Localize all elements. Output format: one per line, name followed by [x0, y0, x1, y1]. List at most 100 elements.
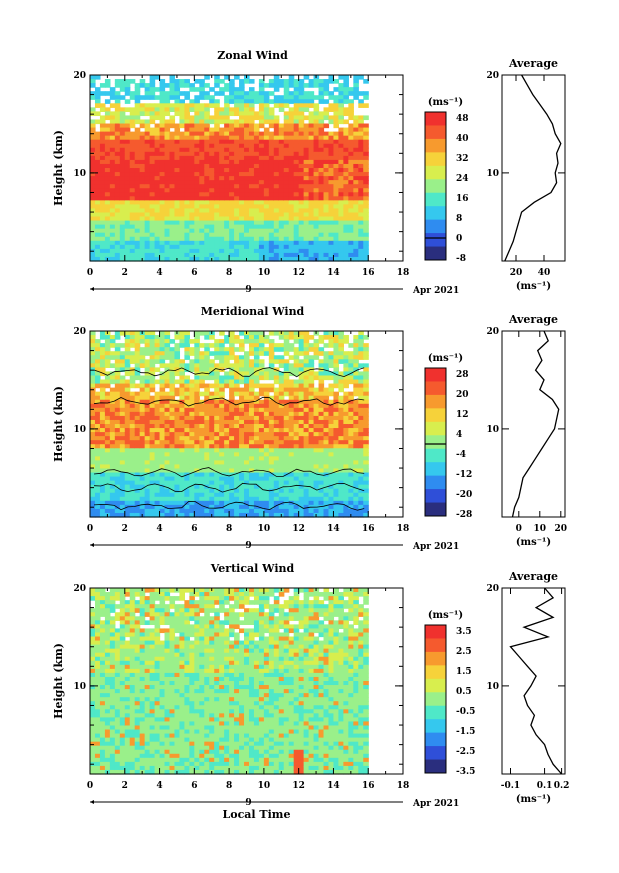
heat-cell: [328, 432, 335, 437]
heat-cell: [204, 172, 210, 177]
heat-cell: [134, 371, 141, 377]
heat-cell: [248, 500, 255, 506]
heat-cell: [189, 212, 195, 218]
heat-cell: [268, 256, 275, 262]
heat-cell: [224, 244, 230, 250]
heat-cell: [244, 440, 250, 445]
heat-cell: [179, 99, 185, 104]
heat-cell: [323, 351, 330, 356]
heat-cell: [273, 196, 280, 201]
heat-cell: [353, 500, 359, 506]
heat-cell: [144, 176, 151, 181]
heat-cell: [194, 111, 200, 117]
heat-cell: [154, 355, 161, 360]
heat-cell: [234, 440, 240, 445]
heat-cell: [119, 87, 126, 92]
heat-cell: [343, 248, 349, 254]
heat-cell: [293, 188, 300, 193]
heat-cell: [268, 200, 275, 205]
heat-cell: [129, 492, 136, 498]
heat-cell: [104, 172, 111, 177]
heat-cell: [99, 464, 106, 470]
heat-cell: [109, 180, 116, 185]
heat-cell: [348, 488, 354, 494]
heat-cell: [293, 424, 300, 429]
heat-cell: [214, 172, 220, 177]
heat-cell: [144, 139, 151, 145]
heat-cell: [278, 432, 285, 437]
heat-cell: [348, 188, 354, 193]
heat-cell: [224, 111, 230, 117]
heat-cell: [328, 464, 335, 470]
heat-cell: [313, 119, 320, 125]
heat-cell: [124, 432, 131, 437]
heat-cell: [323, 395, 330, 401]
heat-cell: [90, 83, 96, 88]
heat-cell: [278, 151, 285, 157]
heat-cell: [348, 103, 354, 108]
heat-cell: [204, 399, 210, 405]
heat-cell: [234, 208, 240, 214]
heat-cell: [343, 155, 349, 161]
x-tick-label: 6: [191, 524, 197, 534]
heat-cell: [149, 496, 156, 502]
heat-cell: [273, 180, 280, 185]
heat-cell: [174, 127, 181, 133]
heat-cell: [174, 220, 181, 226]
heat-cell: [204, 248, 210, 254]
heat-cell: [293, 403, 300, 409]
heat-cell: [258, 383, 265, 389]
heat-cell: [94, 224, 101, 230]
heat-cell: [124, 399, 131, 405]
heat-cell: [288, 476, 295, 482]
heat-cell: [283, 79, 290, 84]
heat-cell: [278, 163, 285, 169]
heat-cell: [253, 168, 260, 173]
heat-cell: [343, 488, 349, 494]
heat-cell: [348, 355, 354, 360]
heat-cell: [159, 83, 166, 88]
heat-cell: [308, 240, 315, 246]
heat-cell: [124, 415, 131, 421]
heat-cell: [318, 391, 325, 397]
heat-cell: [129, 359, 136, 364]
heat-cell: [209, 403, 215, 409]
heat-cell: [164, 192, 171, 197]
heat-cell: [298, 428, 305, 433]
heat-cell: [129, 204, 136, 210]
heat-cell: [94, 504, 101, 510]
heat-cell: [144, 216, 151, 222]
heat-cell: [209, 212, 215, 218]
heat-cell: [308, 155, 315, 161]
heat-cell: [298, 200, 305, 205]
heat-cell: [119, 440, 126, 445]
heat-cell: [99, 395, 106, 401]
heat-cell: [358, 456, 364, 461]
heat-cell: [288, 163, 295, 169]
heat-cell: [164, 111, 171, 117]
heat-cell: [313, 95, 320, 100]
heat-cell: [119, 220, 126, 226]
heat-cell: [253, 363, 260, 368]
heat-cell: [338, 159, 344, 165]
heat-cell: [263, 488, 270, 494]
heat-cell: [154, 188, 161, 193]
heat-cell: [303, 424, 310, 429]
heat-cell: [263, 367, 270, 373]
heat-cell: [219, 411, 225, 417]
heat-cell: [204, 436, 210, 441]
heat-cell: [293, 123, 300, 129]
heat-cell: [348, 212, 354, 218]
heat-cell: [363, 224, 369, 230]
heat-cell: [338, 407, 344, 413]
heat-cell: [99, 399, 106, 405]
heat-cell: [209, 228, 215, 234]
heat-cell: [363, 440, 369, 445]
heat-cell: [298, 135, 305, 141]
heat-cell: [199, 103, 205, 108]
heat-cell: [253, 407, 260, 413]
heat-cell: [164, 424, 171, 429]
heat-cell: [224, 456, 230, 461]
heat-cell: [328, 163, 335, 169]
heat-cell: [154, 232, 161, 238]
